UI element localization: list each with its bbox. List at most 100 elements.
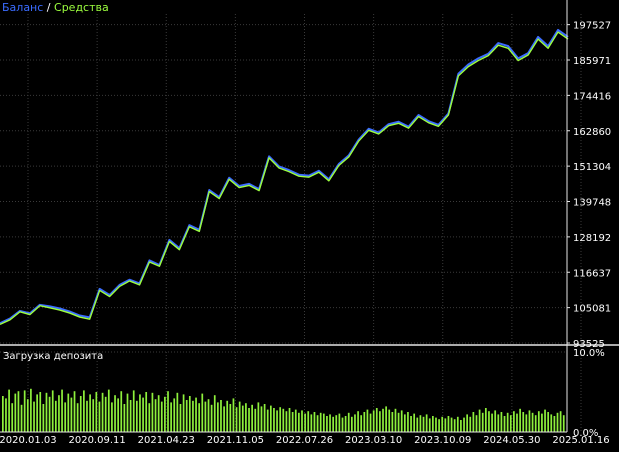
load-bar bbox=[329, 414, 331, 432]
load-bar bbox=[416, 417, 419, 432]
y-tick-label: 185971 bbox=[573, 56, 611, 67]
load-bar bbox=[310, 414, 313, 432]
load-bar bbox=[276, 410, 278, 432]
load-bar bbox=[123, 404, 126, 432]
load-bar bbox=[83, 390, 85, 432]
load-bar bbox=[204, 401, 207, 432]
load-bar bbox=[344, 416, 347, 432]
load-bar bbox=[313, 412, 316, 432]
load-bar bbox=[516, 413, 518, 432]
load-bar bbox=[519, 408, 521, 432]
load-bar bbox=[350, 416, 353, 432]
load-bar bbox=[291, 412, 294, 432]
load-bar bbox=[213, 395, 216, 432]
load-bar bbox=[223, 406, 225, 432]
load-bar bbox=[541, 413, 543, 432]
load-bar bbox=[354, 414, 356, 432]
load-bar bbox=[167, 391, 169, 432]
load-bar bbox=[251, 404, 253, 432]
main-grid bbox=[0, 14, 582, 344]
load-bar bbox=[509, 415, 512, 432]
load-bar bbox=[525, 414, 528, 432]
load-bar bbox=[23, 390, 26, 432]
load-bar bbox=[248, 408, 250, 432]
load-bar bbox=[363, 412, 366, 432]
load-bar bbox=[107, 389, 110, 432]
y-tick-label: 105081 bbox=[573, 304, 611, 315]
load-bar bbox=[460, 420, 462, 432]
load-bar bbox=[48, 396, 51, 432]
load-bar bbox=[562, 415, 565, 432]
load-bar bbox=[288, 408, 291, 432]
load-bar bbox=[254, 408, 257, 432]
load-bar bbox=[145, 392, 148, 432]
load-bar bbox=[210, 404, 213, 432]
load-bar bbox=[450, 417, 453, 432]
load-bar bbox=[550, 414, 553, 432]
load-bar bbox=[98, 401, 101, 432]
load-bar bbox=[89, 394, 91, 432]
load-bar bbox=[157, 395, 160, 432]
load-bar bbox=[500, 412, 503, 432]
load-bar bbox=[375, 408, 378, 432]
load-bar bbox=[410, 416, 412, 432]
load-bar bbox=[357, 411, 359, 432]
axes bbox=[0, 0, 619, 433]
load-bar bbox=[497, 414, 500, 432]
load-bar bbox=[79, 396, 82, 432]
load-bar bbox=[226, 400, 229, 432]
load-bar bbox=[5, 398, 7, 432]
load-bar bbox=[185, 400, 188, 432]
y-tick-label: 93525 bbox=[573, 339, 605, 350]
x-tick-label: 2023.03.10 bbox=[345, 435, 402, 446]
load-bar bbox=[366, 409, 369, 432]
load-bar bbox=[307, 411, 310, 432]
load-bar bbox=[456, 416, 459, 432]
load-bar bbox=[413, 413, 416, 432]
load-bar bbox=[547, 412, 550, 432]
load-bar bbox=[534, 415, 537, 432]
load-bar bbox=[192, 400, 194, 432]
x-tick-label: 2024.05.30 bbox=[483, 435, 540, 446]
load-bar bbox=[17, 391, 20, 432]
load-bar bbox=[30, 388, 32, 432]
load-bar bbox=[360, 415, 363, 432]
load-bar bbox=[176, 392, 179, 432]
load-bar bbox=[397, 412, 400, 432]
load-bar bbox=[154, 399, 157, 432]
load-bar bbox=[76, 403, 79, 432]
load-bar bbox=[472, 412, 475, 432]
load-bar bbox=[198, 403, 201, 432]
load-bar bbox=[484, 408, 487, 432]
x-tick-label: 2022.07.26 bbox=[276, 435, 333, 446]
x-tick-label: 2021.11.05 bbox=[207, 435, 264, 446]
load-bar bbox=[39, 392, 42, 432]
load-bar bbox=[73, 391, 76, 432]
y-tick-label: 116637 bbox=[573, 268, 611, 279]
load-bar bbox=[42, 404, 45, 432]
load-bar bbox=[488, 411, 490, 432]
load-bar bbox=[201, 393, 204, 432]
load-y-tick-label: 10.0% bbox=[573, 348, 605, 359]
load-bar bbox=[58, 395, 60, 432]
x-tick-label: 2025.01.16 bbox=[552, 435, 609, 446]
load-bar bbox=[372, 410, 375, 432]
load-bar bbox=[338, 413, 341, 432]
load-bar bbox=[282, 408, 285, 432]
load-bar bbox=[95, 392, 98, 432]
load-bar bbox=[506, 412, 509, 432]
y-tick-label: 151304 bbox=[573, 162, 611, 173]
load-bar bbox=[435, 417, 437, 432]
load-bar bbox=[335, 415, 338, 432]
load-bar bbox=[114, 395, 116, 432]
load-bar bbox=[447, 416, 450, 432]
load-bar bbox=[269, 405, 272, 432]
y-tick-label: 139748 bbox=[573, 198, 611, 209]
load-bar bbox=[273, 408, 275, 432]
legend: Баланс / Средства bbox=[2, 1, 109, 14]
load-bar bbox=[463, 417, 465, 432]
y-tick-label: 128192 bbox=[573, 233, 611, 244]
load-bar bbox=[425, 414, 428, 432]
load-panel-title: Загрузка депозита bbox=[3, 351, 103, 362]
